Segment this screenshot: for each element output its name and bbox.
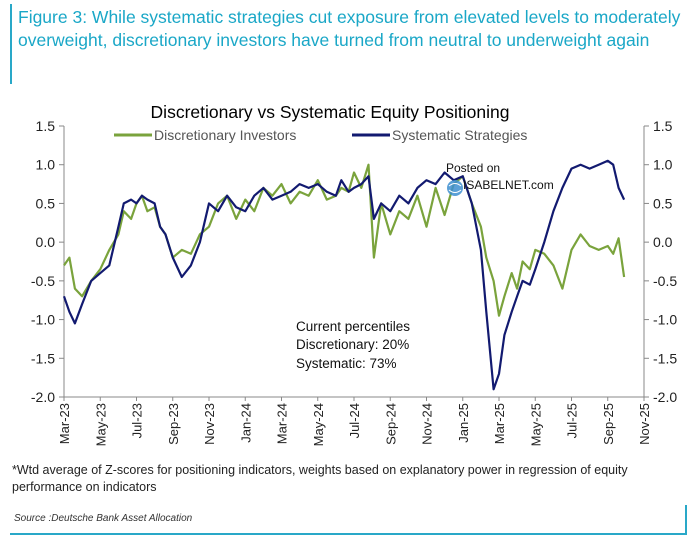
y-tick-label-left: 0.5 [36, 195, 56, 211]
x-tick-label: Mar-24 [275, 403, 290, 444]
y-tick-label-right: -2.0 [653, 389, 677, 405]
x-tick-label: Sep-24 [383, 403, 398, 445]
x-tick-label: Jan-25 [456, 403, 471, 443]
x-tick-label: Jul-24 [347, 403, 362, 438]
x-tick-label: Nov-23 [202, 403, 217, 445]
x-tick-label: May-24 [311, 403, 326, 446]
y-tick-label-left: -1.5 [31, 350, 55, 366]
y-tick-label-left: 1.0 [36, 157, 56, 173]
y-tick-label-left: -2.0 [31, 389, 55, 405]
annotation-percentiles: Current percentiles Discretionary: 20% S… [296, 319, 410, 371]
x-ticks: Mar-23 May-23 Jul-23 Sep-23 Nov-23 Jan-24 Mar-… [57, 397, 652, 446]
x-tick-label: Nov-25 [637, 403, 652, 445]
x-tick-label: Jan-24 [238, 403, 253, 443]
x-tick-label: Jul-25 [565, 403, 580, 438]
y-tick-label-left: 0.0 [36, 234, 56, 250]
x-tick-label: Mar-25 [492, 403, 507, 444]
y-tick-label-left: -1.0 [31, 312, 55, 328]
y-tick-label-right: 1.0 [653, 157, 673, 173]
frame-right-border [685, 505, 687, 535]
y-tick-label-right: -1.0 [653, 312, 677, 328]
y-tick-label-left: 1.5 [36, 118, 56, 134]
x-tick-label: Jul-23 [130, 403, 145, 438]
frame-left-border [10, 4, 12, 84]
y-tick-label-right: 1.5 [653, 118, 673, 134]
globe-icon-lines [448, 183, 462, 193]
series-line-systematic [62, 159, 626, 391]
legend-label-discretionary: Discretionary Investors [154, 127, 296, 143]
footnote: *Wtd average of Z-scores for positioning… [12, 463, 628, 494]
watermark: Posted on ISABELNET.com [446, 161, 554, 196]
x-tick-label: Nov-24 [420, 403, 435, 445]
y-ticks-left: 1.5 1.0 0.5 0.0 -0.5 -1.0 -1.5 -2.0 [31, 118, 64, 405]
y-ticks-right: 1.5 1.0 0.5 0.0 -0.5 -1.0 -1.5 -2.0 [644, 118, 677, 405]
legend-label-systematic: Systematic Strategies [392, 127, 527, 143]
globe-icon [447, 180, 463, 196]
chart-title: Discretionary vs Systematic Equity Posit… [151, 102, 510, 122]
annotation-discretionary: Discretionary: 20% [296, 337, 409, 352]
x-tick-label: May-23 [93, 403, 108, 446]
legend: Discretionary Investors Systematic Strat… [114, 127, 527, 143]
source-note: Source :Deutsche Bank Asset Allocation [14, 513, 193, 524]
y-tick-label-right: -1.5 [653, 350, 677, 366]
frame-bottom-border [10, 533, 687, 535]
x-tick-label: Sep-23 [166, 403, 181, 445]
y-tick-label-left: -0.5 [31, 273, 55, 289]
annotation-heading: Current percentiles [296, 319, 410, 334]
watermark-line1: Posted on [446, 161, 500, 175]
x-tick-label: Mar-23 [57, 403, 72, 444]
y-tick-label-right: 0.5 [653, 195, 673, 211]
y-tick-label-right: 0.0 [653, 234, 673, 250]
figure-title: Figure 3: While systematic strategies cu… [18, 7, 681, 50]
watermark-line2: ISABELNET.com [463, 178, 554, 192]
annotation-systematic: Systematic: 73% [296, 356, 397, 371]
x-tick-label: May-25 [528, 403, 543, 446]
y-tick-label-right: -0.5 [653, 273, 677, 289]
x-tick-label: Sep-25 [601, 403, 616, 445]
